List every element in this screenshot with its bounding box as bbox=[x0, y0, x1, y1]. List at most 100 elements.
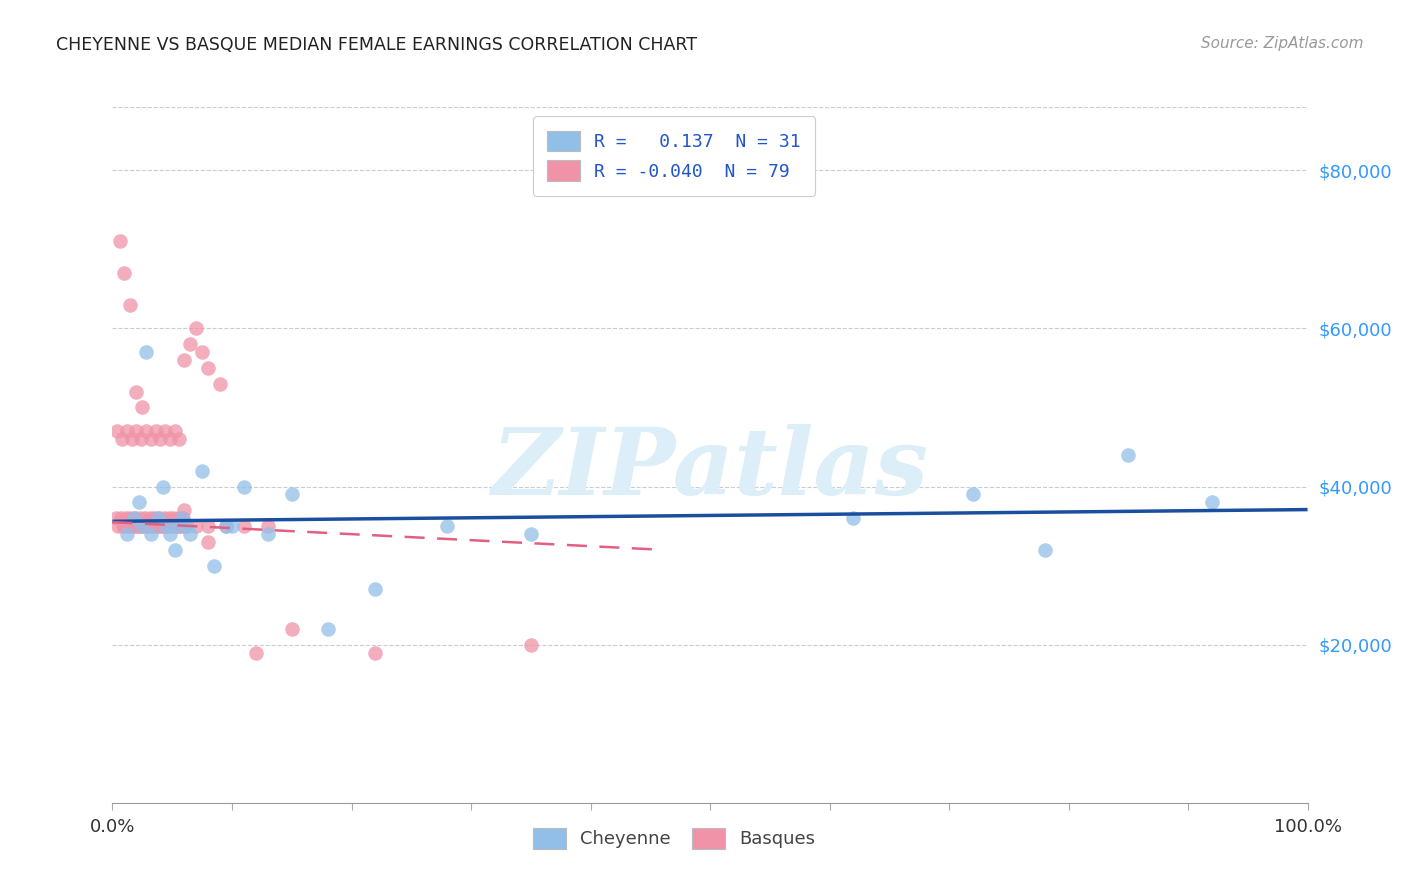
Point bbox=[1118, 448, 1140, 462]
Point bbox=[114, 511, 136, 525]
Point bbox=[197, 519, 219, 533]
Point bbox=[281, 622, 304, 636]
Point bbox=[165, 519, 187, 533]
Point bbox=[131, 519, 153, 533]
Point bbox=[129, 511, 152, 525]
Point bbox=[114, 266, 135, 280]
Point bbox=[163, 424, 186, 438]
Point bbox=[191, 464, 214, 478]
Point bbox=[257, 519, 280, 533]
Point bbox=[191, 345, 214, 359]
Point bbox=[221, 519, 243, 533]
Point bbox=[157, 511, 180, 525]
Text: ZIPatlas: ZIPatlas bbox=[492, 424, 928, 514]
Point bbox=[138, 511, 160, 525]
Point bbox=[139, 432, 162, 446]
Point bbox=[179, 527, 201, 541]
Point bbox=[173, 503, 195, 517]
Point bbox=[167, 519, 190, 533]
Point bbox=[107, 519, 129, 533]
Point bbox=[129, 432, 152, 446]
Point bbox=[118, 519, 141, 533]
Point bbox=[127, 519, 149, 533]
Point bbox=[197, 534, 219, 549]
Point bbox=[233, 479, 256, 493]
Point bbox=[121, 519, 143, 533]
Point bbox=[122, 511, 145, 525]
Point bbox=[1201, 495, 1223, 509]
Point bbox=[121, 432, 143, 446]
Point bbox=[134, 511, 156, 525]
Point bbox=[202, 558, 225, 573]
Point bbox=[245, 646, 267, 660]
Point bbox=[145, 519, 167, 533]
Point bbox=[108, 235, 131, 249]
Point bbox=[152, 519, 174, 533]
Point bbox=[233, 519, 256, 533]
Point bbox=[125, 424, 148, 438]
Point bbox=[156, 519, 179, 533]
Point bbox=[153, 511, 176, 525]
Point bbox=[142, 519, 165, 533]
Point bbox=[162, 519, 183, 533]
Point bbox=[124, 511, 146, 525]
Point bbox=[159, 527, 181, 541]
Point bbox=[143, 511, 166, 525]
Point bbox=[520, 527, 543, 541]
Point bbox=[125, 384, 148, 399]
Point bbox=[115, 527, 138, 541]
Point bbox=[176, 519, 198, 533]
Point bbox=[1033, 542, 1056, 557]
Point bbox=[364, 646, 387, 660]
Point bbox=[170, 511, 193, 525]
Point bbox=[114, 519, 135, 533]
Point bbox=[172, 511, 194, 525]
Point bbox=[132, 519, 155, 533]
Point bbox=[153, 424, 176, 438]
Point bbox=[155, 519, 177, 533]
Point bbox=[148, 511, 170, 525]
Point bbox=[110, 511, 132, 525]
Point bbox=[131, 519, 153, 533]
Point bbox=[146, 519, 169, 533]
Point bbox=[316, 622, 339, 636]
Point bbox=[138, 519, 160, 533]
Text: CHEYENNE VS BASQUE MEDIAN FEMALE EARNINGS CORRELATION CHART: CHEYENNE VS BASQUE MEDIAN FEMALE EARNING… bbox=[56, 36, 697, 54]
Point bbox=[128, 495, 150, 509]
Point bbox=[179, 337, 201, 351]
Point bbox=[209, 376, 232, 391]
Point bbox=[174, 519, 197, 533]
Point bbox=[145, 424, 167, 438]
Point bbox=[135, 345, 157, 359]
Point bbox=[173, 353, 195, 368]
Point bbox=[169, 519, 191, 533]
Point bbox=[167, 511, 190, 525]
Point bbox=[122, 519, 145, 533]
Point bbox=[215, 519, 238, 533]
Point bbox=[163, 542, 186, 557]
Point bbox=[135, 424, 157, 438]
Point bbox=[159, 432, 181, 446]
Point bbox=[149, 432, 172, 446]
Point bbox=[162, 511, 184, 525]
Point bbox=[167, 519, 190, 533]
Point bbox=[139, 527, 162, 541]
Point bbox=[120, 511, 142, 525]
Point bbox=[364, 582, 387, 597]
Point bbox=[173, 519, 195, 533]
Point bbox=[115, 424, 138, 438]
Point bbox=[105, 424, 128, 438]
Point bbox=[186, 321, 208, 335]
Point bbox=[105, 511, 128, 525]
Point bbox=[281, 487, 304, 501]
Point bbox=[131, 401, 153, 415]
Point bbox=[257, 527, 280, 541]
Point bbox=[136, 519, 159, 533]
Point bbox=[197, 361, 219, 376]
Point bbox=[141, 519, 163, 533]
Point bbox=[146, 511, 169, 525]
Point bbox=[169, 432, 191, 446]
Point bbox=[155, 519, 177, 533]
Point bbox=[117, 519, 139, 533]
Point bbox=[150, 519, 173, 533]
